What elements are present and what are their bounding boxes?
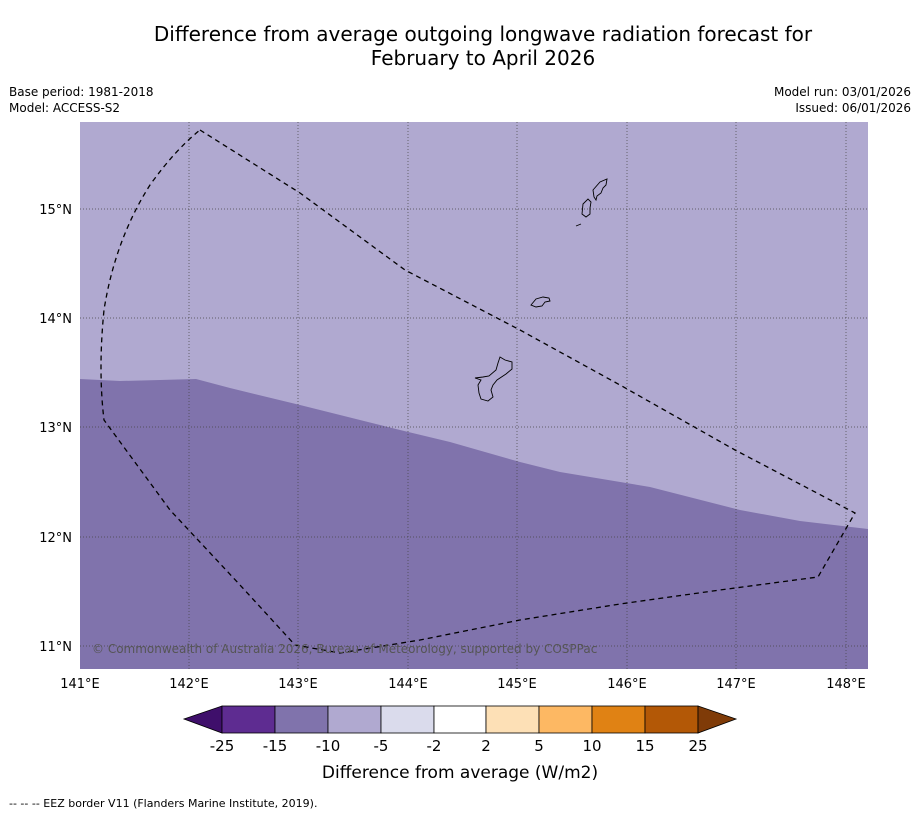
lat-label-13n: 13°N <box>39 421 72 436</box>
cb-tick-5: -2 <box>427 737 442 755</box>
islands <box>474 178 608 402</box>
colorbar-bin-5 <box>433 705 487 734</box>
lat-label-11n: 11°N <box>39 640 72 655</box>
map-title: Difference from average outgoing longwav… <box>0 22 919 70</box>
island-saipan <box>592 178 608 202</box>
cb-tick-9: 15 <box>635 737 654 755</box>
lon-label-145e: 145°E <box>497 677 537 692</box>
issued-date: Issued: 06/01/2026 <box>795 101 911 115</box>
eez-legend: -- -- -- EEZ border V11 (Flanders Marine… <box>9 797 318 810</box>
island-guam <box>474 356 513 402</box>
model-name: Model: ACCESS-S2 <box>9 101 121 115</box>
colorbar-bin-9 <box>644 705 699 734</box>
cb-tick-7: 5 <box>534 737 544 755</box>
cb-tick-4: -5 <box>374 737 389 755</box>
title-line-1: Difference from average outgoing longwav… <box>153 22 813 46</box>
island-rota <box>530 296 551 308</box>
title-line-2: February to April 2026 <box>370 46 596 70</box>
colorbar-bin-8 <box>591 705 646 734</box>
lon-label-141e: 141°E <box>60 677 100 692</box>
cb-tick-8: 10 <box>582 737 601 755</box>
copyright-text: © Commonwealth of Australia 2026, Bureau… <box>92 642 597 656</box>
lat-label-15n: 15°N <box>39 203 72 218</box>
cb-tick-2: -15 <box>263 737 288 755</box>
anomaly-fill <box>80 122 868 669</box>
colorbar-bin-3 <box>327 705 382 734</box>
lat-labels: 15°N 14°N 13°N 12°N 11°N <box>39 203 72 655</box>
colorbar-bin-1 <box>221 705 276 734</box>
cb-tick-3: -10 <box>316 737 341 755</box>
island-aguijan <box>575 223 582 227</box>
colorbar-ticks: -25 -15 -10 -5 -2 2 5 10 15 25 <box>210 737 708 755</box>
colorbar-extend-low <box>182 705 223 734</box>
lon-label-144e: 144°E <box>388 677 428 692</box>
cb-tick-6: 2 <box>481 737 491 755</box>
model-run: Model run: 03/01/2026 <box>773 85 911 99</box>
cb-tick-1: -25 <box>210 737 235 755</box>
cb-tick-10: 25 <box>688 737 707 755</box>
meta-right: Model run: 03/01/2026 Issued: 06/01/2026 <box>774 84 911 116</box>
colorbar-bin-2 <box>274 705 329 734</box>
colorbar-bin-6 <box>485 705 540 734</box>
lon-label-148e: 148°E <box>826 677 866 692</box>
colorbar-extend-high <box>697 705 738 734</box>
lon-label-146e: 146°E <box>607 677 647 692</box>
lon-labels: 141°E 142°E 143°E 144°E 145°E 146°E 147°… <box>60 677 866 692</box>
lat-label-12n: 12°N <box>39 531 72 546</box>
meta-left: Base period: 1981-2018 Model: ACCESS-S2 <box>9 84 154 116</box>
colorbar-label: Difference from average (W/m2) <box>322 763 598 783</box>
lon-label-143e: 143°E <box>278 677 318 692</box>
eez-border <box>100 129 856 654</box>
base-period: Base period: 1981-2018 <box>9 85 154 99</box>
island-tinian <box>581 198 592 218</box>
gridlines <box>80 122 868 669</box>
lat-label-14n: 14°N <box>39 312 72 327</box>
lon-label-147e: 147°E <box>716 677 756 692</box>
colorbar-bin-7 <box>538 705 593 734</box>
colorbar-bin-4 <box>380 705 435 734</box>
lon-label-142e: 142°E <box>169 677 209 692</box>
colorbar <box>182 705 738 734</box>
